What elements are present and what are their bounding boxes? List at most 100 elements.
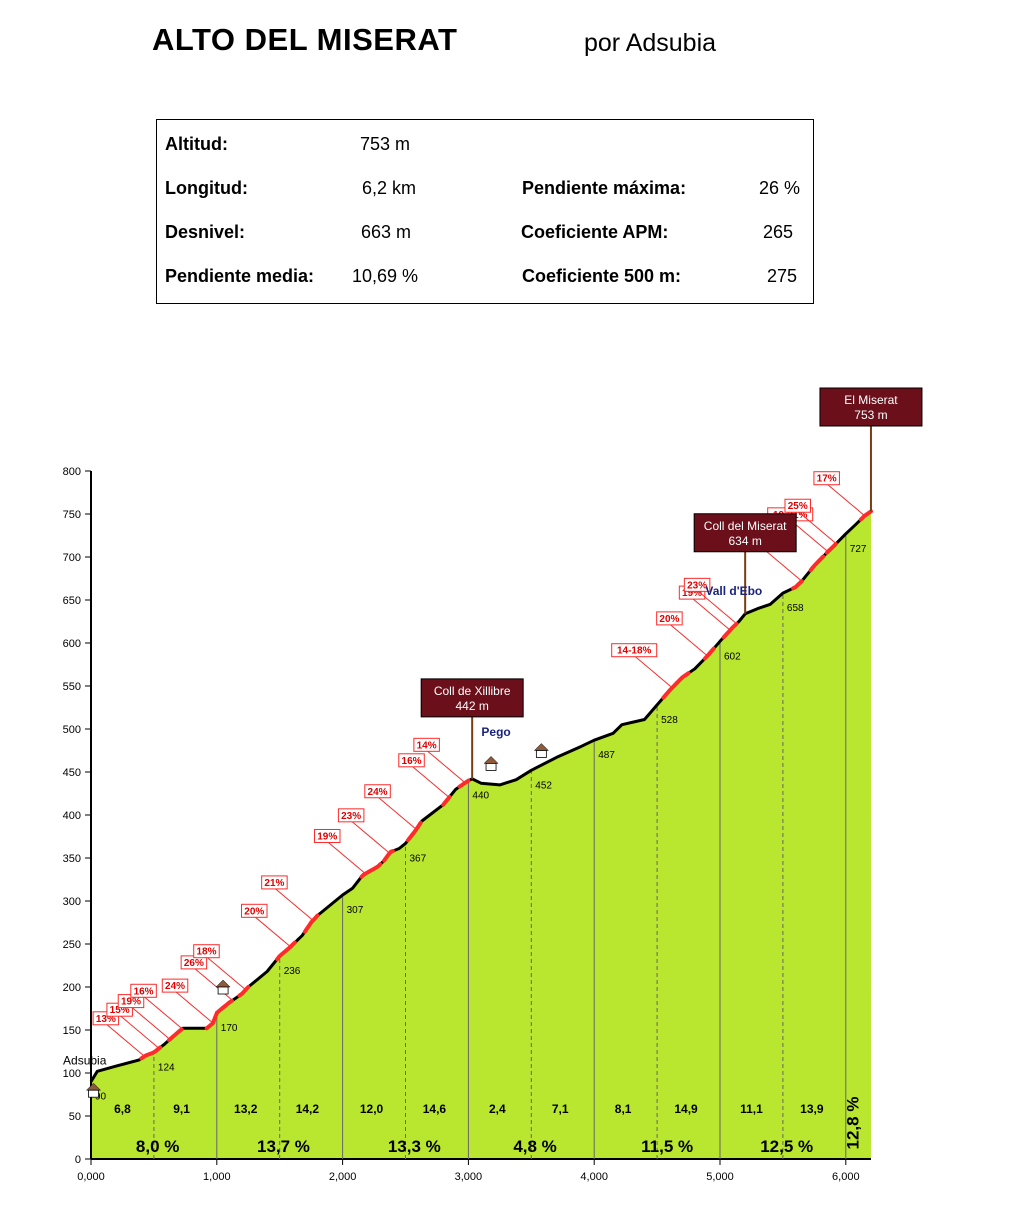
percent-flag-box: [784, 498, 811, 513]
percent-flag-leader: [691, 597, 731, 631]
percent-flag-leader: [326, 841, 366, 874]
stat-longitud-value: 6,2 km: [362, 178, 417, 198]
percent-flag-leader: [130, 1006, 170, 1039]
place-label: Adsubia: [63, 1053, 107, 1067]
page-title: ALTO DEL MISERAT: [152, 22, 458, 57]
percent-flag-leader: [377, 796, 416, 830]
segment-gradient-label: 14,6: [423, 1102, 447, 1116]
y-tick-label: 100: [63, 1068, 81, 1080]
percent-flag: 17%: [817, 474, 837, 485]
km-average-label: 12,5 %: [760, 1137, 813, 1156]
steep-segment: [824, 542, 838, 555]
pass-altitude: 442 m: [455, 699, 488, 713]
final-average-label: 12,8 %: [843, 1097, 862, 1150]
y-tick-label: 800: [63, 466, 81, 478]
house-icon: [88, 1089, 99, 1098]
altitude-label: 90: [95, 1092, 107, 1103]
percent-flag: 18%: [196, 947, 216, 958]
house-icon: [535, 750, 547, 758]
steep-segment: [359, 862, 383, 879]
percent-flag: 19%: [317, 831, 337, 842]
steep-segment: [204, 1005, 226, 1031]
percent-flag-box: [313, 828, 341, 843]
segment-gradient-label: 13,2: [234, 1102, 258, 1116]
segment-gradient-label: 7,1: [552, 1102, 569, 1116]
stat-apm-value: 265: [763, 222, 794, 242]
x-tick-label: 0,000: [77, 1171, 105, 1183]
altitude-label: 236: [284, 966, 301, 977]
percent-flag-leader: [274, 887, 313, 921]
x-tick-label: 2,000: [329, 1171, 357, 1183]
stat-c500-label: Coeficiente 500 m:: [522, 266, 682, 286]
percent-flag-leader: [669, 623, 708, 657]
x-tick-label: 1,000: [203, 1171, 231, 1183]
altitude-label: 367: [410, 853, 427, 864]
percent-flag-box: [161, 978, 189, 993]
percent-flag: 20%: [244, 906, 264, 917]
percent-flag: 19%: [121, 997, 141, 1008]
percent-flag: 24%: [165, 981, 185, 992]
percent-flag-box: [193, 944, 220, 959]
steep-segment: [406, 820, 423, 843]
percent-flag: 19%: [682, 588, 702, 599]
steep-segment: [702, 646, 716, 661]
y-tick-label: 450: [63, 767, 81, 779]
segment-gradient-label: 11,1: [740, 1102, 763, 1116]
house-icon: [485, 763, 497, 771]
percent-flag-leader: [797, 510, 837, 544]
steep-segment: [382, 849, 395, 863]
stat-altitud-label: Altitud:: [165, 134, 228, 154]
steep-segment: [858, 509, 873, 522]
altitude-label: 307: [347, 905, 364, 916]
percent-flag: 21%: [264, 878, 284, 889]
steep-segment: [661, 671, 691, 700]
x-tick-label: 5,000: [706, 1171, 734, 1183]
percent-flag: 23%: [687, 580, 707, 591]
km-average-label: 11,5 %: [641, 1137, 693, 1156]
percent-flag-leader: [350, 820, 390, 854]
percent-flag-box: [656, 611, 683, 626]
pass-label-box: [420, 678, 524, 718]
percent-flag-leader: [143, 995, 182, 1029]
percent-flag-box: [398, 753, 425, 768]
percent-flag-box: [813, 471, 840, 486]
altitude-label: 602: [724, 651, 741, 662]
y-tick-label: 200: [63, 982, 81, 994]
y-tick-label: 500: [63, 724, 81, 736]
stat-apm-label: Coeficiente APM:: [521, 222, 669, 242]
segment-gradient-label: 14,9: [674, 1102, 698, 1116]
percent-flag: 16%: [402, 756, 422, 767]
altitude-label: 170: [221, 1023, 238, 1034]
stat-desnivel-value: 663 m: [361, 222, 412, 242]
steep-segment: [302, 913, 320, 934]
percent-flag: 14-18%: [617, 646, 652, 657]
x-tick-label: 6,000: [832, 1171, 860, 1183]
percent-flag: 13%: [96, 1014, 116, 1025]
steep-segment: [139, 1045, 163, 1061]
percent-flag-box: [413, 737, 440, 752]
stat-c500-value: 275: [767, 266, 798, 286]
percent-flag-box: [337, 808, 365, 823]
km-average-label: 4,8 %: [513, 1137, 556, 1156]
percent-flag-box: [364, 784, 391, 799]
steep-segment: [275, 940, 297, 962]
segment-gradient-label: 2,4: [489, 1102, 506, 1116]
stat-pendiente-max-label: Pendiente máxima:: [522, 178, 687, 198]
stats-box: Altitud: 753 m Longitud: 6,2 km Desnivel…: [156, 119, 814, 304]
steep-segment: [721, 621, 739, 640]
segment-gradient-label: 13,9: [800, 1102, 824, 1116]
house-icon: [533, 743, 549, 751]
y-tick-label: 50: [69, 1111, 81, 1123]
pass-label-box: [819, 387, 923, 427]
percent-flag-leader: [206, 956, 245, 990]
percent-flag-box: [130, 983, 157, 998]
altitude-label: 452: [535, 780, 552, 791]
percent-flag-leader: [253, 915, 293, 949]
place-label: Vall d'Ebo: [705, 584, 762, 598]
house-icon: [215, 979, 231, 988]
page-author: por Adsubia: [584, 29, 717, 57]
y-tick-label: 600: [63, 638, 81, 650]
km-average-label: 13,3 %: [388, 1137, 441, 1156]
percent-flag: 24%: [368, 787, 388, 798]
y-tick-label: 550: [63, 681, 81, 693]
